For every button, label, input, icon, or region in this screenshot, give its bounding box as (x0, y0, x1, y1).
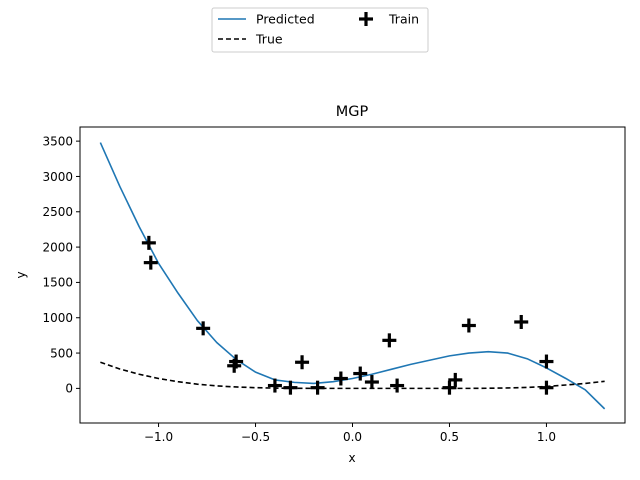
train-point (442, 380, 457, 395)
x-axis-label: x (348, 451, 355, 465)
train-point (514, 314, 529, 329)
train-point (196, 321, 211, 336)
train-point (227, 358, 242, 373)
train-point (364, 375, 379, 390)
y-tick-label: 1000 (42, 311, 73, 325)
train-point (382, 333, 397, 348)
plot-area (99, 142, 606, 410)
legend-label-true: True (255, 32, 283, 47)
x-tick-label: 1.0 (537, 430, 556, 444)
legend-box (211, 7, 429, 53)
x-tick-label: −0.5 (241, 430, 270, 444)
chart-title: MGP (336, 104, 369, 120)
train-point (353, 366, 368, 381)
train-point (539, 354, 554, 369)
y-tick-label: 500 (50, 346, 73, 360)
train-point (461, 318, 476, 333)
train-point (333, 371, 348, 386)
x-tick-label: −1.0 (144, 430, 173, 444)
y-tick-label: 3500 (42, 134, 73, 148)
y-axis: 0 500 1000 1500 2000 2500 3000 3500 (42, 134, 80, 396)
train-point (143, 255, 158, 270)
y-tick-label: 2500 (42, 205, 73, 219)
series-line-true (100, 361, 605, 390)
y-tick-label: 2000 (42, 240, 73, 254)
x-tick-label: 0.0 (343, 430, 362, 444)
legend: Predicted True Train (211, 7, 429, 53)
train-point (310, 380, 325, 395)
train-point (295, 355, 310, 370)
train-point (267, 378, 282, 393)
x-tick-label: 0.5 (440, 430, 459, 444)
y-tick-label: 0 (65, 382, 73, 396)
x-axis: −1.0 −0.5 0.0 0.5 1.0 (144, 423, 556, 444)
train-point (539, 380, 554, 395)
series-line-predicted (99, 142, 606, 410)
legend-label-predicted: Predicted (256, 12, 315, 27)
train-point (448, 372, 463, 387)
train-point (141, 235, 156, 250)
y-tick-label: 1500 (42, 276, 73, 290)
train-point (283, 380, 298, 395)
y-tick-label: 3000 (42, 170, 73, 184)
y-axis-label: y (14, 271, 28, 278)
legend-swatch-train (359, 12, 373, 26)
train-point (390, 378, 405, 393)
legend-label-train: Train (388, 12, 419, 27)
